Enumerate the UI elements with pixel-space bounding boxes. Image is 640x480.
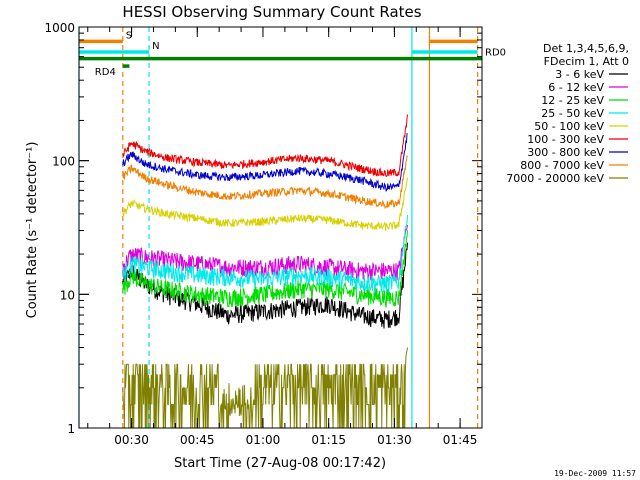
x-tick-label-1: 00:45	[180, 433, 215, 447]
y-tick-label-3: 1000	[44, 21, 75, 35]
legend-header-0: Det 1,3,4,5,6,9,	[543, 42, 629, 55]
x-tick-label-3: 01:15	[311, 433, 346, 447]
series-line-5	[122, 114, 408, 177]
x-tick-label-2: 01:00	[246, 433, 281, 447]
y-tick-label-0: 1	[67, 422, 75, 436]
series-line-0	[122, 242, 408, 329]
series-line-8	[122, 347, 408, 429]
y-axis-label: Count Rate (s⁻¹ detector⁻¹)	[25, 142, 40, 319]
series-line-7	[122, 154, 408, 209]
legend-entry-5: 100 - 300 keV	[527, 133, 604, 146]
x-tick-label-4: 01:30	[377, 433, 412, 447]
flag-label-s: S	[126, 30, 132, 41]
plot-area: S N RD0 RD4 1 10 100 1000 00:30 00:45 01:00 01:15 01…	[44, 21, 506, 447]
flag-label-n: N	[152, 41, 159, 52]
legend-entry-3: 25 - 50 keV	[541, 107, 604, 120]
legend-header-1: FDecim 1, Att 0	[544, 55, 629, 68]
legend-entry-2: 12 - 25 keV	[541, 94, 604, 107]
legend-entry-0: 3 - 6 keV	[555, 68, 604, 81]
flag-label-rd0: RD0	[485, 48, 506, 59]
series-line-2	[122, 230, 408, 308]
y-tick-label-2: 100	[52, 155, 75, 169]
timestamp: 19-Dec-2009 11:57	[554, 469, 636, 478]
legend-entry-4: 50 - 100 keV	[534, 120, 604, 133]
x-axis-label: Start Time (27-Aug-08 00:17:42)	[174, 456, 386, 471]
series-line-1	[122, 224, 408, 281]
series-line-3	[122, 214, 408, 293]
legend-entry-7: 800 - 7000 keV	[520, 159, 604, 172]
legend: Det 1,3,4,5,6,9,FDecim 1, Att 03 - 6 keV…	[506, 42, 629, 185]
x-tick-label-0: 00:30	[114, 433, 149, 447]
series-line-6	[122, 132, 408, 192]
legend-entry-6: 300 - 800 keV	[527, 146, 604, 159]
y-tick-label-1: 10	[60, 288, 75, 302]
chart-title: HESSI Observing Summary Count Rates	[122, 3, 421, 21]
series-line-4	[122, 177, 408, 231]
legend-entry-8: 7000 - 20000 keV	[506, 172, 604, 185]
legend-entry-1: 6 - 12 keV	[548, 81, 604, 94]
x-tick-label-5: 01:45	[443, 433, 478, 447]
plot-frame	[78, 26, 483, 429]
flag-label-rd4: RD4	[95, 67, 116, 78]
